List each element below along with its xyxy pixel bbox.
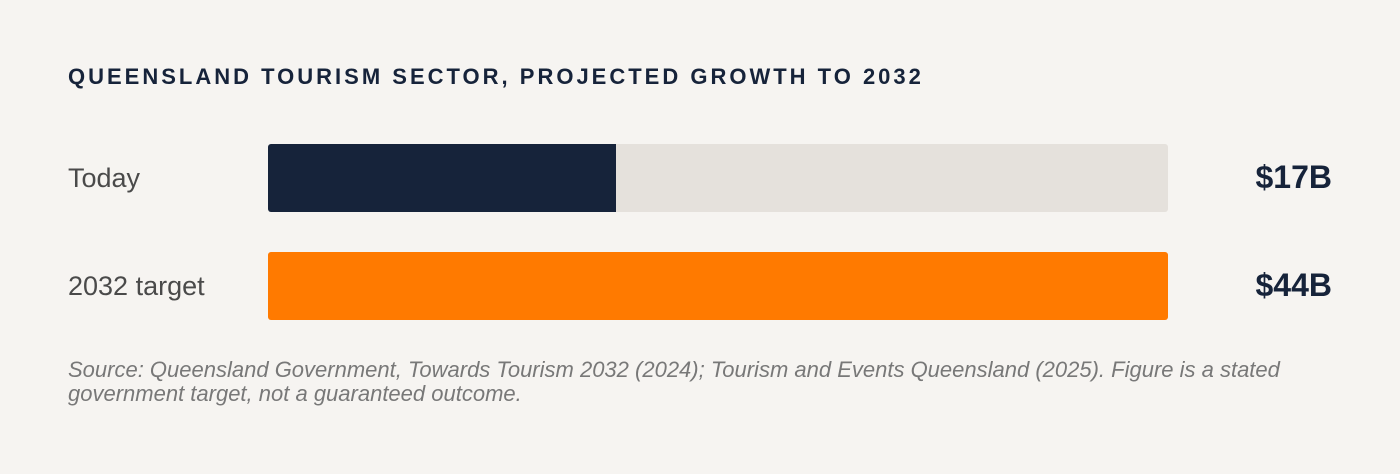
bar-value-2032-target: $44B: [1255, 267, 1333, 303]
bar-2032-target: [268, 252, 1168, 320]
bar-label-2032-target: 2032 target: [68, 271, 205, 301]
bar-row-2032-target: 2032 target $44B: [0, 252, 1400, 320]
chart-title: QUEENSLAND TOURISM SECTOR, PROJECTED GRO…: [68, 64, 924, 89]
bar-today: [268, 144, 616, 212]
bar-value-today: $17B: [1255, 159, 1333, 195]
source-note: Source: Queensland Government, Towards T…: [68, 357, 1280, 406]
bar-track-2032-target: [268, 252, 1168, 320]
bar-row-today: Today $17B: [0, 144, 1400, 212]
bar-label-today: Today: [68, 163, 141, 193]
bar-track-today: [268, 144, 1168, 212]
